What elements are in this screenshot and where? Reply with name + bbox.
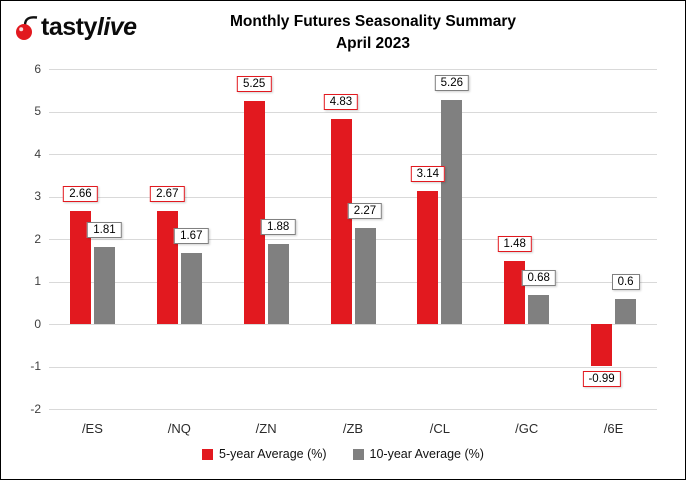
y-axis-tick-label: 4 xyxy=(34,146,41,161)
value-label: 5.25 xyxy=(236,75,272,92)
gridline xyxy=(49,281,657,283)
gridline xyxy=(49,324,657,325)
legend-item-10-year: 10-year Average (%) xyxy=(352,447,484,461)
value-label: 1.67 xyxy=(174,228,209,245)
x-axis-category-label: /CL xyxy=(429,421,450,436)
value-label: 1.88 xyxy=(260,219,296,236)
chart-title-line1: Monthly Futures Seasonality Summary xyxy=(230,13,516,30)
x-axis-category-label: /GC xyxy=(515,421,539,436)
value-label: -0.99 xyxy=(582,371,621,388)
bar-6E-5yr xyxy=(591,324,613,367)
plot-area: -2 -1 0 1 2 3 4 5 6/ES 2.66 1.81/NQ 2.67 1.67/ZN 5.25… xyxy=(30,62,657,436)
y-axis-tick-label: -1 xyxy=(30,359,41,373)
bar-6E-10yr xyxy=(615,298,637,324)
gridline xyxy=(49,111,657,113)
gridline xyxy=(49,409,657,410)
gridline xyxy=(49,154,657,155)
bar-CL-10yr xyxy=(441,100,463,324)
logo-text-live: live xyxy=(96,13,137,41)
bar-ES-10yr xyxy=(93,247,115,324)
x-axis-category-label: /ES xyxy=(81,421,103,436)
y-axis-tick-label: 5 xyxy=(34,104,41,118)
tastylive-logo: tastylive xyxy=(15,13,137,42)
y-axis-tick-label: 2 xyxy=(34,231,41,246)
y-axis-tick-label: -2 xyxy=(30,401,41,416)
value-label: 2.66 xyxy=(63,185,98,202)
value-label: 0.6 xyxy=(611,273,640,290)
logo-text: tastylive xyxy=(41,13,137,42)
chart-title: Monthly Futures Seasonality Summary Apri… xyxy=(121,11,625,55)
bar-NQ-5yr xyxy=(156,210,178,324)
gridline xyxy=(49,366,657,368)
y-axis-tick-label: 0 xyxy=(34,316,41,331)
y-axis-tick-label: 6 xyxy=(34,61,41,76)
value-label: 0.68 xyxy=(521,270,556,287)
y-axis-tick-label: 3 xyxy=(34,189,41,203)
x-axis-category-label: /NQ xyxy=(167,421,191,436)
gridline xyxy=(49,239,657,240)
x-axis-category-label: /6E xyxy=(603,421,624,436)
bar-ZB-5yr xyxy=(330,118,352,324)
logo-text-tasty: tasty xyxy=(41,13,97,41)
value-label: 2.67 xyxy=(150,185,185,202)
bar-ZN-10yr xyxy=(267,244,289,324)
x-axis-category-label: /ZN xyxy=(255,421,277,436)
bar-GC-5yr xyxy=(504,261,526,324)
legend-swatch xyxy=(202,448,214,460)
value-label: 3.14 xyxy=(410,165,446,182)
chart-legend: 5-year Average (%) 10-year Average (%) xyxy=(1,447,685,461)
bar-CL-5yr xyxy=(417,190,439,324)
value-label: 1.81 xyxy=(87,222,122,239)
bar-GC-10yr xyxy=(528,295,550,324)
y-axis-tick-label: 1 xyxy=(34,274,41,288)
legend-label: 5-year Average (%) xyxy=(219,447,327,461)
legend-item-5-year: 5-year Average (%) xyxy=(202,447,327,461)
legend-label: 10-year Average (%) xyxy=(369,447,484,461)
bar-ES-5yr xyxy=(69,210,91,324)
x-axis-category-label: /ZB xyxy=(342,421,364,436)
bar-ZN-5yr xyxy=(243,100,265,324)
value-label: 2.27 xyxy=(347,202,383,219)
gridline xyxy=(49,69,657,70)
value-label: 5.26 xyxy=(434,75,470,92)
cherry-icon xyxy=(16,16,38,40)
legend-swatch xyxy=(352,448,364,460)
chart-title-line2: April 2023 xyxy=(335,35,411,52)
gridline xyxy=(49,196,657,198)
bar-ZB-10yr xyxy=(354,227,376,324)
bar-NQ-10yr xyxy=(180,253,202,324)
value-label: 4.83 xyxy=(323,93,359,110)
value-label: 1.48 xyxy=(497,236,532,253)
